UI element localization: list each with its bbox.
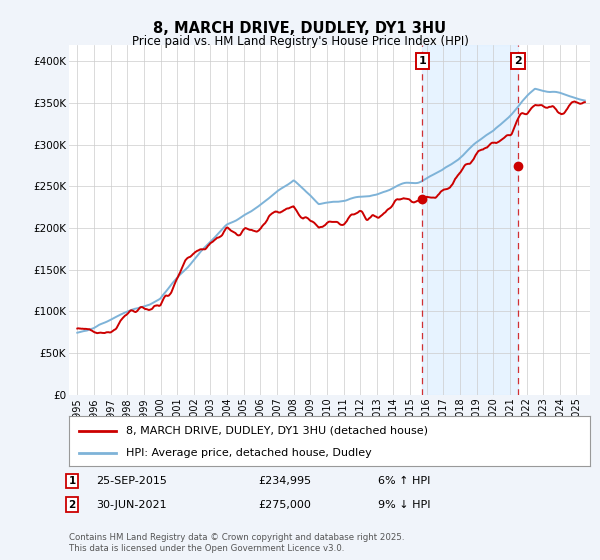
Text: 2: 2: [68, 500, 76, 510]
Text: 2: 2: [514, 56, 522, 66]
Text: 8, MARCH DRIVE, DUDLEY, DY1 3HU: 8, MARCH DRIVE, DUDLEY, DY1 3HU: [154, 21, 446, 36]
Bar: [422, 45, 518, 395]
Text: 9% ↓ HPI: 9% ↓ HPI: [378, 500, 431, 510]
Text: £275,000: £275,000: [258, 500, 311, 510]
Text: HPI: Average price, detached house, Dudley: HPI: Average price, detached house, Dudl…: [126, 449, 372, 458]
Text: 1: 1: [418, 56, 426, 66]
Text: 8, MARCH DRIVE, DUDLEY, DY1 3HU (detached house): 8, MARCH DRIVE, DUDLEY, DY1 3HU (detache…: [126, 426, 428, 436]
Text: 6% ↑ HPI: 6% ↑ HPI: [378, 476, 430, 486]
Text: Contains HM Land Registry data © Crown copyright and database right 2025.
This d: Contains HM Land Registry data © Crown c…: [69, 533, 404, 553]
Text: 25-SEP-2015: 25-SEP-2015: [96, 476, 167, 486]
Text: 30-JUN-2021: 30-JUN-2021: [96, 500, 167, 510]
Text: £234,995: £234,995: [258, 476, 311, 486]
Text: Price paid vs. HM Land Registry's House Price Index (HPI): Price paid vs. HM Land Registry's House …: [131, 35, 469, 48]
Text: 1: 1: [68, 476, 76, 486]
